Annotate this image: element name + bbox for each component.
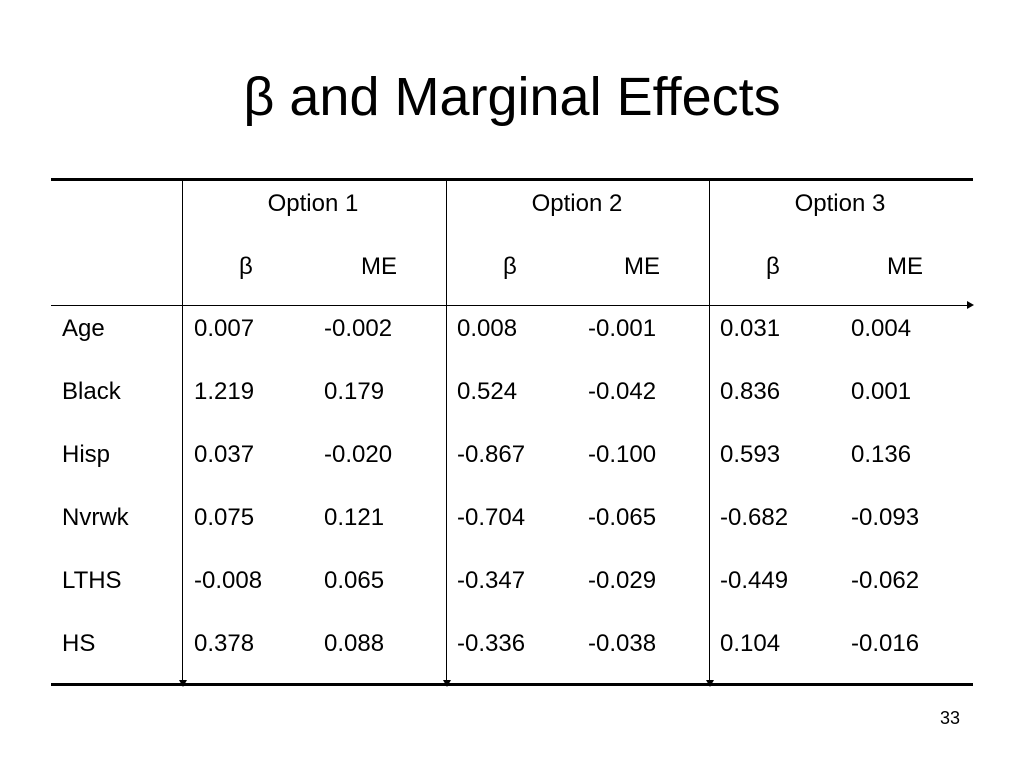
option-header: Option 1: [267, 190, 359, 217]
header-separator-rule: [51, 305, 969, 306]
slide-title: β and Marginal Effects: [243, 67, 781, 127]
me-subheader: ME: [361, 253, 397, 280]
option-header: Option 2: [531, 190, 623, 217]
row-label: Age: [62, 315, 105, 342]
table-cell: -0.008: [194, 567, 263, 594]
table-bottom-rule: [51, 683, 973, 686]
row-label: HS: [62, 630, 96, 657]
table-cell: -0.347: [457, 567, 526, 594]
row-label: LTHS: [62, 567, 122, 594]
page-number: 33: [940, 708, 961, 728]
table-cell: 0.524: [457, 378, 518, 405]
table-cell: 0.075: [194, 504, 255, 531]
table-cell: 0.836: [720, 378, 781, 405]
table-cell: -0.093: [851, 504, 920, 531]
table-cell: -0.020: [324, 441, 393, 468]
table-cell: 0.037: [194, 441, 255, 468]
table-cell: 0.088: [324, 630, 385, 657]
table-cell: 0.593: [720, 441, 781, 468]
column-divider: [182, 180, 183, 683]
column-divider: [446, 180, 447, 683]
table-cell: 0.378: [194, 630, 255, 657]
table-cell: 0.031: [720, 315, 781, 342]
table-cell: 0.007: [194, 315, 255, 342]
beta-subheader: β: [239, 253, 253, 280]
table-cell: 0.121: [324, 504, 385, 531]
table-cell: 0.004: [851, 315, 912, 342]
column-divider: [709, 180, 710, 683]
table-cell: -0.002: [324, 315, 393, 342]
table-cell: -0.065: [588, 504, 657, 531]
row-label: Hisp: [62, 441, 111, 468]
divider-arrowhead: [443, 680, 451, 687]
table-cell: -0.042: [588, 378, 657, 405]
beta-subheader: β: [766, 253, 780, 280]
table-cell: -0.682: [720, 504, 789, 531]
results-table: Option 1 Option 2 Option 3 β ME β ME β M…: [51, 178, 974, 688]
table-cell: 0.065: [324, 567, 385, 594]
table-cell: -0.449: [720, 567, 789, 594]
table-cell: 0.179: [324, 378, 385, 405]
separator-arrowhead: [967, 301, 974, 309]
table-cell: -0.336: [457, 630, 526, 657]
table-cell: 0.008: [457, 315, 518, 342]
table-cell: 0.001: [851, 378, 912, 405]
beta-subheader: β: [503, 253, 517, 280]
me-subheader: ME: [887, 253, 923, 280]
row-label: Nvrwk: [62, 504, 129, 531]
table-top-rule: [51, 178, 973, 181]
table-cell: -0.704: [457, 504, 526, 531]
me-subheader: ME: [624, 253, 660, 280]
row-label: Black: [62, 378, 121, 405]
table-cell: -0.100: [588, 441, 657, 468]
table-cell: -0.001: [588, 315, 657, 342]
table-cell: -0.038: [588, 630, 657, 657]
table-cell: -0.029: [588, 567, 657, 594]
table-cell: 0.136: [851, 441, 912, 468]
table-cell: -0.062: [851, 567, 920, 594]
option-header: Option 3: [794, 190, 886, 217]
table-cell: 1.219: [194, 378, 255, 405]
table-cell: -0.867: [457, 441, 526, 468]
table-cell: -0.016: [851, 630, 920, 657]
divider-arrowhead: [179, 680, 187, 687]
divider-arrowhead: [706, 680, 714, 687]
table-cell: 0.104: [720, 630, 781, 657]
